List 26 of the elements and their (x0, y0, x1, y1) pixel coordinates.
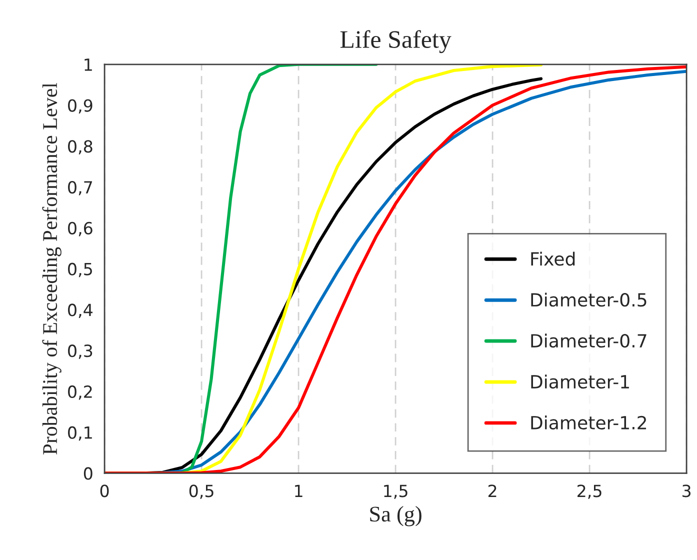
x-tick-label: 1 (295, 484, 302, 497)
x-axis-title: Sa (g) (370, 506, 422, 526)
legend-label: Diameter-1.2 (531, 416, 646, 430)
x-tick-label: 0 (100, 484, 109, 498)
y-tick-label: 0,2 (68, 385, 92, 400)
y-tick-label: 0,1 (68, 426, 92, 441)
y-tick-label: 0,8 (68, 140, 92, 154)
y-tick-label: 0,9 (68, 99, 92, 114)
y-tick-label: 0,5 (68, 262, 92, 278)
legend-label: Diameter-0.7 (531, 334, 646, 348)
legend-label: Diameter-1 (531, 374, 629, 389)
y-tick-label: 0,6 (68, 222, 92, 236)
y-tick-label: 1 (84, 58, 92, 71)
x-tick-label: 2,5 (578, 484, 602, 499)
legend-label: Diameter-0.5 (531, 292, 646, 307)
y-tick-label: 0 (84, 467, 92, 480)
y-tick-label: 0,4 (68, 304, 93, 318)
x-tick-label: 3 (682, 484, 691, 498)
y-axis-title: Probability of Exceeding Performance Level (42, 82, 62, 454)
x-tick-label: 1,5 (384, 484, 408, 499)
y-tick-label: 0,7 (68, 181, 92, 196)
x-tick-label: 0,5 (189, 484, 214, 499)
chart-title: Life Safety (340, 30, 452, 54)
x-tick-label: 2 (488, 484, 496, 497)
legend-label: Fixed (531, 252, 575, 266)
y-tick-label: 0,3 (68, 344, 92, 359)
